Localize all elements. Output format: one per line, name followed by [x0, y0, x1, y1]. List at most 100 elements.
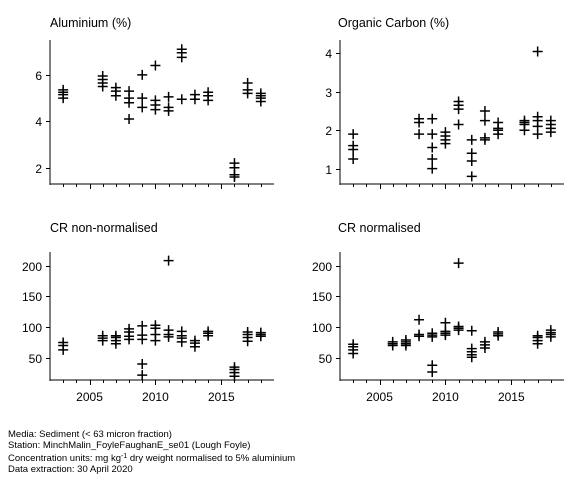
y-tick-label: 1	[325, 163, 332, 177]
x-tick-label: 2015	[208, 390, 235, 404]
footer-units-sup: -1	[121, 453, 128, 460]
data-point	[427, 328, 438, 339]
footer-media: Media: Sediment (< 63 micron fraction)	[8, 429, 172, 440]
data-point	[348, 140, 359, 151]
panel-title: CR non-normalised	[50, 221, 158, 235]
data-point	[348, 339, 359, 350]
panel-title: CR normalised	[338, 221, 421, 235]
data-point	[427, 154, 438, 165]
data-point	[466, 343, 477, 354]
data-point	[163, 255, 174, 266]
data-point	[414, 314, 425, 325]
data-point	[414, 113, 425, 124]
panel-3: CR non-normalised 2005 2010 2015 50 100 150 200	[22, 221, 274, 404]
data-point	[427, 360, 438, 371]
data-point	[466, 148, 477, 159]
x-tick-label: 2010	[142, 390, 169, 404]
data-point	[255, 88, 266, 99]
data-point	[150, 60, 161, 71]
y-tick-label: 150	[22, 290, 42, 304]
data-point	[427, 163, 438, 174]
data-point	[453, 96, 464, 107]
data-point	[545, 115, 556, 126]
data-point	[137, 93, 148, 104]
panel-4: CR normalised 2005 2010 2015 50 100 150 200	[312, 221, 564, 404]
data-point	[163, 91, 174, 102]
panel-title: Aluminium (%)	[50, 16, 131, 30]
data-point	[532, 330, 543, 341]
data-point	[493, 117, 504, 128]
data-point	[400, 335, 411, 345]
data-point	[479, 115, 490, 126]
y-tick-label: 6	[35, 69, 42, 83]
data-point	[58, 337, 69, 348]
data-point	[479, 106, 490, 117]
data-point	[137, 320, 148, 331]
data-point	[519, 115, 530, 126]
data-point	[110, 330, 121, 341]
data-point	[124, 86, 135, 97]
data-point	[229, 158, 240, 169]
data-point	[203, 87, 214, 98]
data-point	[203, 326, 214, 337]
data-point	[150, 320, 161, 331]
footer-units-prefix: Concentration units: mg kg	[8, 453, 122, 464]
data-point	[163, 102, 174, 113]
data-point	[387, 336, 398, 347]
y-tick-label: 4	[35, 115, 42, 129]
data-point	[479, 336, 490, 347]
data-point	[176, 94, 187, 105]
data-point	[255, 327, 266, 338]
data-point	[440, 317, 451, 328]
data-point	[348, 129, 359, 140]
data-point	[137, 102, 148, 113]
footer-units-suffix: dry weight normalised to 5% aluminium	[127, 453, 296, 464]
panel-1: Aluminium (%) 2 4 6	[35, 16, 274, 189]
y-tick-label: 3	[325, 86, 332, 100]
panel-2: Organic Carbon (%) 1 2 3 4	[325, 16, 564, 189]
data-point	[466, 134, 477, 145]
x-tick-label: 2005	[76, 390, 103, 404]
y-tick-label: 100	[22, 321, 42, 335]
data-point	[427, 142, 438, 153]
data-point	[545, 325, 556, 336]
data-point	[163, 325, 174, 336]
y-tick-label: 150	[312, 290, 332, 304]
data-point	[97, 71, 108, 81]
footer-units: Concentration units: mg kg-1 dry weight …	[8, 451, 295, 464]
data-point	[414, 129, 425, 140]
y-tick-label: 50	[319, 352, 333, 366]
data-point	[453, 119, 464, 130]
x-tick-label: 2015	[498, 390, 525, 404]
data-point	[440, 127, 451, 138]
data-point	[176, 326, 187, 337]
y-tick-label: 100	[312, 321, 332, 335]
data-point	[124, 113, 135, 124]
data-point	[110, 82, 121, 93]
chart-grid: Aluminium (%) 2 4 6 Organic Carbon (%) 1 2 3 4 CR…	[22, 16, 564, 404]
y-tick-label: 4	[325, 47, 332, 61]
data-point	[97, 330, 108, 341]
data-point	[466, 325, 477, 336]
data-point	[479, 132, 490, 143]
footer: Media: Sediment (< 63 micron fraction) S…	[8, 429, 295, 475]
data-point	[466, 171, 477, 182]
y-tick-label: 2	[325, 124, 332, 138]
data-point	[176, 44, 187, 55]
data-point	[532, 46, 543, 57]
x-tick-label: 2005	[366, 390, 393, 404]
footer-extraction: Data extraction: 30 April 2020	[8, 464, 133, 475]
y-tick-label: 50	[29, 352, 43, 366]
data-point	[242, 77, 253, 88]
x-tick-label: 2010	[432, 390, 459, 404]
y-tick-label: 200	[312, 260, 332, 274]
data-point	[189, 335, 200, 346]
data-point	[137, 370, 148, 381]
y-tick-label: 2	[35, 162, 42, 176]
data-point	[150, 95, 161, 106]
data-point	[427, 129, 438, 140]
data-point	[414, 329, 425, 340]
data-point	[440, 326, 451, 337]
y-tick-label: 200	[22, 260, 42, 274]
data-point	[493, 327, 504, 337]
